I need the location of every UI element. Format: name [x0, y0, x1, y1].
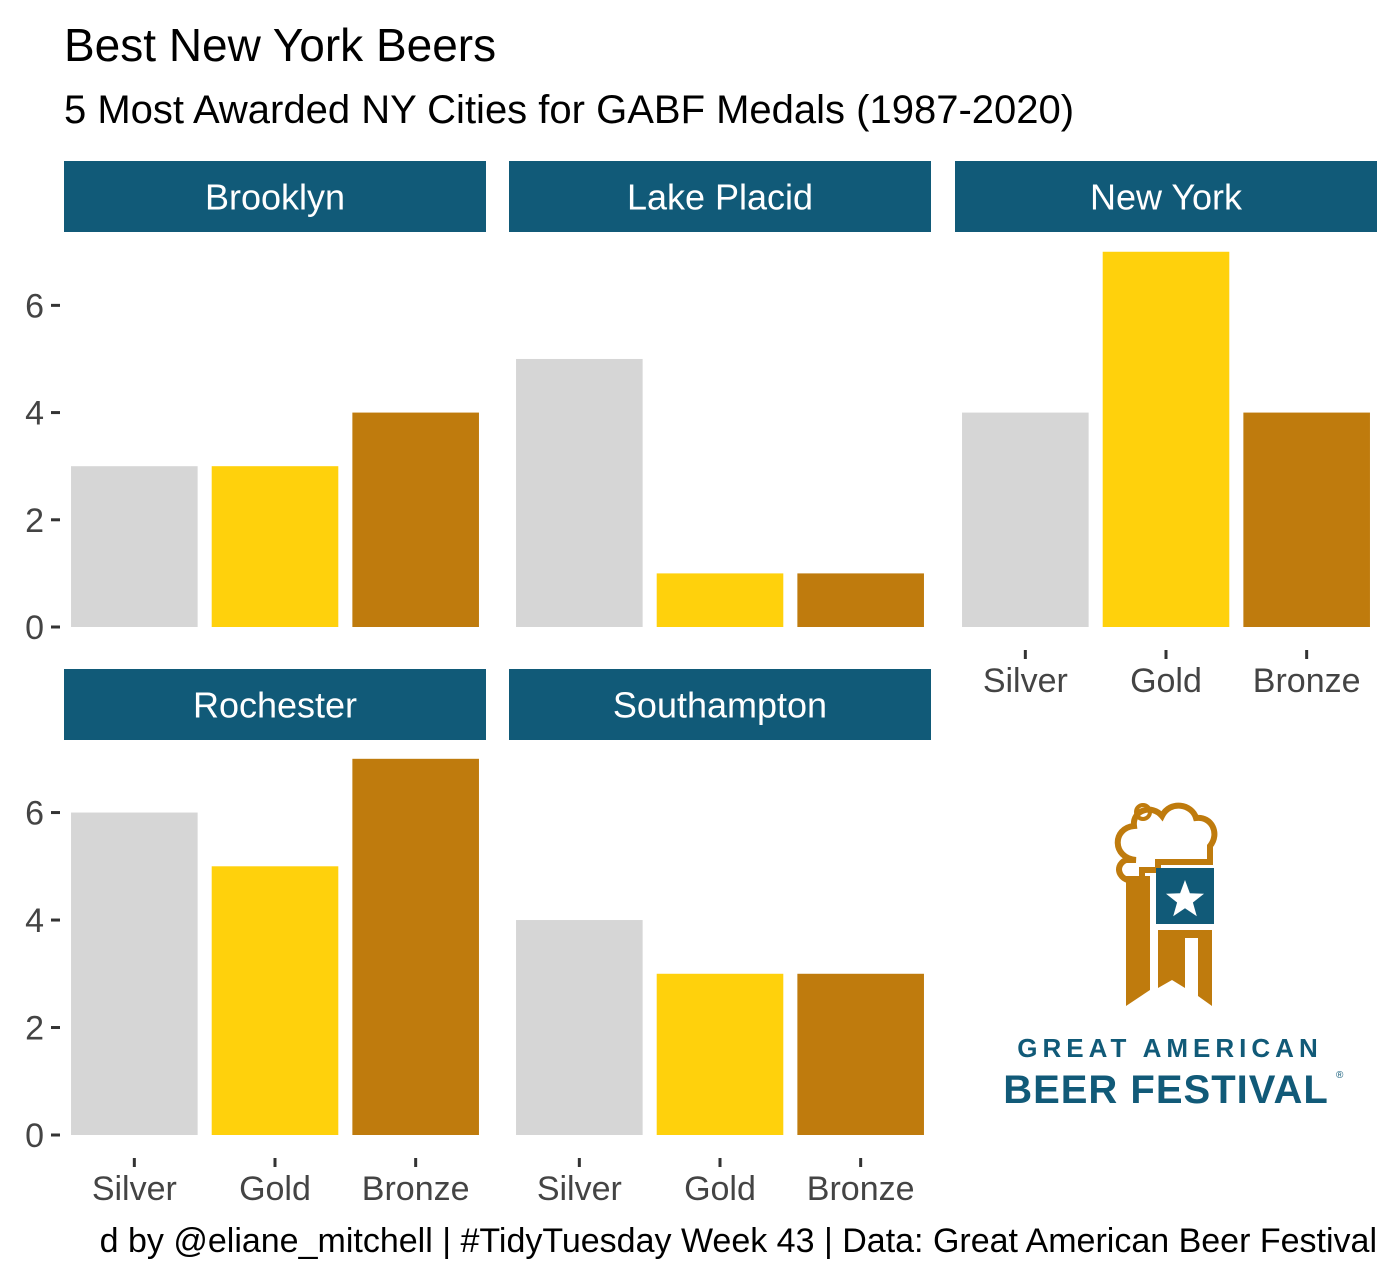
beer-glass-icon [1114, 802, 1218, 1006]
bar-southampton-bronze [797, 973, 924, 1135]
bar-brooklyn-bronze [352, 412, 479, 627]
bar-rochester-bronze [352, 758, 479, 1135]
gabf-logo: GREAT AMERICAN BEER FESTIVAL ® [1003, 802, 1344, 1112]
y-tick-label: 6 [25, 287, 44, 325]
bar-southampton-silver [516, 920, 643, 1135]
y-tick-label: 2 [25, 502, 44, 540]
facet-strip-new-york [955, 161, 1377, 232]
x-tick-label-silver: Silver [537, 1170, 622, 1208]
chart-title: Best New York Beers [64, 19, 497, 71]
chart-caption: d by @eliane_mitchell | #TidyTuesday Wee… [99, 1222, 1377, 1260]
y-tick-label: 4 [25, 902, 44, 940]
facet-strip-lake-placid [509, 161, 931, 232]
facet-strip-brooklyn [64, 161, 486, 232]
facet-label-new-york: New York [1090, 177, 1243, 218]
bar-brooklyn-silver [71, 466, 198, 627]
bar-rochester-gold [211, 866, 339, 1135]
facet-strip-southampton [509, 669, 931, 740]
x-tick-label-gold: Gold [239, 1170, 311, 1208]
facet-label-lake-placid: Lake Placid [627, 177, 813, 218]
x-tick-label-bronze: Bronze [807, 1170, 915, 1208]
chart-subtitle: 5 Most Awarded NY Cities for GABF Medals… [64, 88, 1075, 132]
y-tick-label: 0 [25, 1117, 44, 1155]
x-tick-label-gold: Gold [684, 1170, 756, 1208]
logo-text-line1: GREAT AMERICAN [1017, 1033, 1322, 1063]
logo-registered-mark: ® [1336, 1070, 1344, 1081]
bar-southampton-gold [656, 973, 784, 1135]
facet-label-rochester: Rochester [193, 685, 357, 726]
x-tick-label-bronze: Bronze [362, 1170, 470, 1208]
y-tick-label: 6 [25, 795, 44, 833]
facet-strip-rochester [64, 669, 486, 740]
y-tick-label: 2 [25, 1010, 44, 1048]
bar-new-york-silver [962, 412, 1089, 627]
bar-lake-placid-silver [516, 358, 643, 627]
bar-new-york-bronze [1243, 412, 1370, 627]
bar-rochester-silver [71, 812, 198, 1135]
x-tick-label-silver: Silver [983, 662, 1068, 700]
x-tick-label-bronze: Bronze [1253, 662, 1361, 700]
x-tick-label-silver: Silver [92, 1170, 177, 1208]
x-tick-label-gold: Gold [1130, 662, 1202, 700]
y-tick-label: 4 [25, 395, 44, 433]
bar-lake-placid-gold [656, 573, 784, 627]
facet-label-southampton: Southampton [613, 685, 827, 726]
chart-panels: Brooklyn 0 2 4 6 Lake Placid New York Silver Gol… [25, 161, 1377, 1208]
y-tick-label: 0 [25, 609, 44, 647]
bar-brooklyn-gold [211, 466, 339, 627]
star-icon [1166, 880, 1204, 917]
bar-new-york-gold [1102, 251, 1230, 627]
logo-text-line2: BEER FESTIVAL [1003, 1068, 1329, 1112]
facet-label-brooklyn: Brooklyn [205, 177, 345, 218]
bar-lake-placid-bronze [797, 573, 924, 627]
